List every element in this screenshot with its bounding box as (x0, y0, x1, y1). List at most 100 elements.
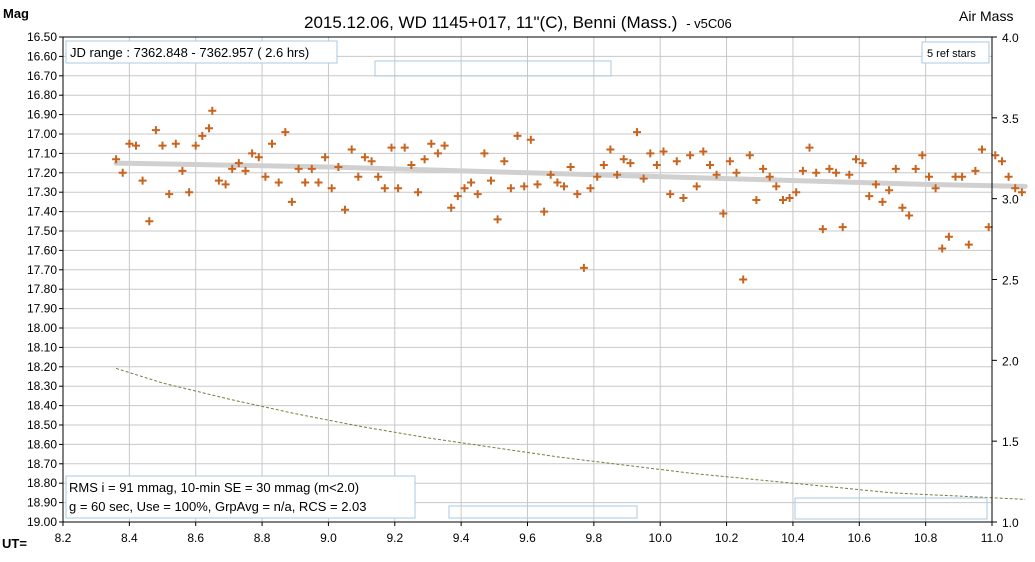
x-tick-label: 8.6 (187, 531, 204, 545)
y-tick-label: 16.50 (27, 30, 57, 44)
data-point (165, 190, 174, 199)
empty-box-top (374, 60, 612, 77)
trend-line (113, 160, 1028, 189)
airmass-curve (115, 367, 1026, 500)
data-point (579, 263, 588, 272)
data-point (460, 184, 469, 193)
data-point (314, 178, 323, 187)
data-point (752, 196, 761, 204)
data-point (301, 178, 310, 187)
data-point (185, 188, 194, 197)
data-point (978, 145, 986, 154)
y-tick-label: 16.90 (27, 108, 57, 122)
data-point (198, 131, 207, 140)
data-point (925, 172, 933, 181)
data-point (145, 217, 154, 226)
x-tick-label: 10.8 (914, 531, 938, 545)
data-point (818, 225, 827, 234)
data-point (480, 149, 489, 158)
data-point (586, 184, 595, 193)
data-point (619, 155, 628, 164)
data-point (805, 143, 814, 152)
data-point (138, 176, 147, 185)
data-point (487, 176, 495, 185)
data-point (659, 147, 668, 156)
data-point (367, 157, 376, 166)
data-point (692, 182, 701, 191)
data-point (171, 139, 180, 148)
data-point (287, 197, 296, 206)
data-point (593, 172, 602, 181)
right-tick-label: 1.5 (1002, 435, 1019, 449)
data-point (639, 174, 648, 183)
data-point (798, 166, 807, 175)
y-tick-label: 16.70 (27, 69, 57, 83)
data-point (712, 170, 721, 179)
data-point (281, 128, 290, 137)
data-point (533, 180, 542, 189)
data-point (433, 149, 442, 158)
data-point (394, 184, 403, 193)
info-box-jd (65, 40, 338, 64)
x-tick-label: 10.4 (781, 531, 805, 545)
data-point (719, 209, 728, 218)
data-point (725, 157, 734, 166)
data-point (832, 168, 841, 177)
data-point (944, 232, 953, 241)
x-tick-label: 10.2 (715, 531, 739, 545)
grid-layer (62, 36, 993, 523)
data-point (891, 164, 900, 173)
chart-title-suffix: - v5C06 (686, 16, 732, 31)
data-point (380, 184, 389, 193)
y-tick-label: 17.00 (27, 127, 57, 141)
data-point (633, 128, 641, 137)
data-point (205, 124, 213, 133)
data-point (858, 159, 867, 168)
x-tick-label: 10.6 (848, 531, 872, 545)
data-point (546, 170, 555, 179)
data-point (400, 143, 409, 152)
stats-line-2: g = 60 sec, Use = 100%, GrpAvg = n/a, RC… (69, 499, 367, 514)
x-tick-label: 11.0 (981, 531, 1004, 545)
data-point (772, 182, 781, 191)
x-tick-label: 9.8 (586, 531, 603, 545)
data-point (407, 161, 416, 169)
data-point (132, 141, 140, 150)
y-tick-label: 18.70 (27, 457, 57, 471)
y-tick-label: 17.90 (27, 302, 57, 316)
data-point (871, 180, 880, 189)
airmass-layer (115, 367, 1026, 500)
data-point (792, 188, 801, 197)
data-point (208, 106, 217, 115)
data-point (473, 190, 482, 199)
data-point (885, 186, 894, 195)
data-point (500, 157, 509, 166)
data-point (414, 188, 422, 197)
trend-layer (113, 160, 1028, 189)
data-point (467, 178, 476, 187)
data-point (672, 157, 681, 166)
right-axis-label: Air Mass (959, 8, 1013, 24)
data-point (765, 172, 774, 181)
data-point (845, 170, 854, 179)
data-point (341, 205, 349, 214)
data-point (274, 178, 283, 187)
data-point (447, 203, 456, 212)
data-point (679, 194, 688, 202)
data-point (453, 192, 462, 201)
data-point (626, 159, 635, 168)
y-tick-label: 18.10 (27, 340, 57, 354)
y-tick-label: 18.00 (27, 321, 57, 335)
data-point (540, 207, 549, 216)
y-tick-label: 17.40 (27, 205, 57, 219)
y-tick-label: 17.10 (27, 146, 57, 160)
data-point (307, 164, 316, 173)
data-point (321, 153, 330, 162)
data-point (613, 170, 622, 179)
data-point (347, 145, 356, 154)
y-tick-label: 18.20 (27, 360, 57, 374)
y-tick-label: 16.80 (27, 88, 57, 102)
data-point (118, 168, 127, 177)
data-point (513, 131, 522, 140)
